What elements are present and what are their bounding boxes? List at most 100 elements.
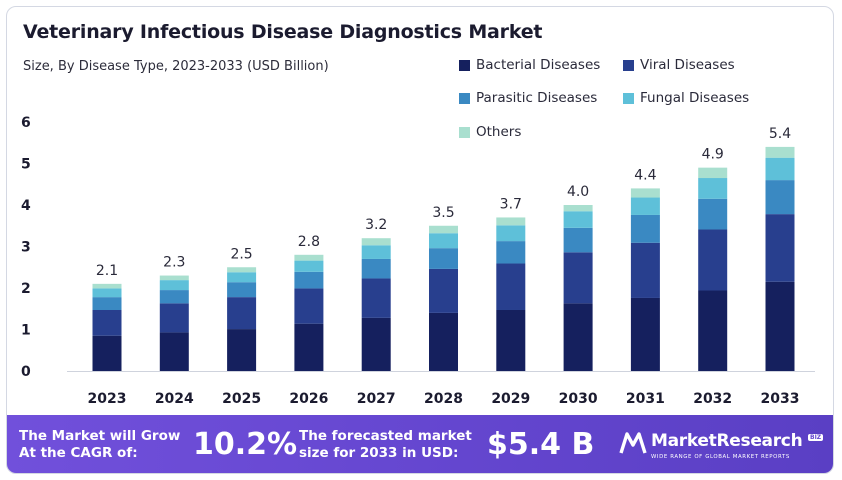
y-tick-label: 3 — [21, 240, 31, 256]
chart-frame: Veterinary Infectious Disease Diagnostic… — [6, 6, 834, 474]
bar-segment-viral — [92, 309, 122, 336]
y-tick-label: 5 — [21, 157, 31, 173]
legend-item-bacterial: Bacterial Diseases — [459, 57, 600, 73]
y-tick-label: 6 — [21, 115, 31, 131]
bar-segment-others — [294, 254, 324, 261]
brand-logo: MarketResearch BIZ WIDE RANGE OF GLOBAL … — [619, 429, 829, 465]
bar-segment-fungal — [496, 225, 526, 242]
bar-segment-parasitic — [361, 258, 391, 279]
bar-segment-viral — [765, 214, 795, 282]
stacked-bar-chart: 0 1 2 3 4 5 6 2.1 2023 2.3 2024 2.5 2025 2.8 2026 3.2 20… — [21, 115, 815, 407]
legend-swatch-parasitic — [459, 92, 470, 104]
bar-segment-viral — [630, 242, 660, 298]
bar-segment-parasitic — [92, 297, 122, 310]
y-tick-label: 4 — [21, 198, 31, 214]
legend-label-parasitic: Parasitic Diseases — [476, 90, 598, 106]
legend-label-others: Others — [476, 124, 522, 140]
bar-segment-others — [630, 188, 660, 198]
bar-segment-bacterial — [227, 329, 257, 371]
y-tick-label: 0 — [21, 364, 31, 380]
bar-segment-bacterial — [698, 290, 728, 371]
x-tick-label: 2024 — [155, 391, 194, 407]
bar-segment-viral — [294, 288, 324, 324]
bar-segment-bacterial — [92, 335, 122, 371]
legend-label-fungal: Fungal Diseases — [640, 90, 750, 106]
bar-segment-others — [159, 275, 189, 281]
bar-total-label: 3.7 — [500, 196, 522, 212]
bar-segment-others — [92, 283, 122, 289]
y-tick-label: 1 — [21, 323, 31, 339]
forecast-label: The forecasted market size for 2033 in U… — [299, 428, 472, 461]
x-tick-label: 2029 — [491, 391, 530, 407]
legend-swatch-others — [459, 126, 470, 138]
bar-segment-viral — [496, 263, 526, 310]
bar-segment-parasitic — [698, 198, 728, 230]
bar-total-label: 2.8 — [298, 234, 320, 250]
logo-tagline: WIDE RANGE OF GLOBAL MARKET REPORTS — [651, 454, 790, 460]
bar-segment-parasitic — [429, 248, 458, 269]
logo-badge: BIZ — [808, 434, 824, 441]
bar-segment-bacterial — [563, 303, 593, 371]
bar-total-label: 3.5 — [432, 205, 454, 221]
chart-subtitle: Size, By Disease Type, 2023-2033 (USD Bi… — [23, 59, 329, 74]
x-tick-label: 2033 — [761, 391, 800, 407]
legend-item-others: Others — [459, 124, 521, 140]
bar-segment-viral — [361, 278, 391, 318]
x-tick-label: 2025 — [222, 391, 261, 407]
bar-segment-fungal — [294, 260, 324, 272]
bar-segment-others — [496, 217, 526, 226]
bar-total-label: 2.1 — [96, 263, 118, 279]
summary-banner: The Market will Grow At the CAGR of: 10.… — [7, 415, 833, 473]
bar-segment-bacterial — [765, 281, 795, 371]
bar-segment-fungal — [698, 178, 728, 199]
bar-segment-fungal — [159, 280, 189, 291]
legend-item-fungal: Fungal Diseases — [623, 90, 749, 106]
legend-swatch-fungal — [623, 92, 634, 104]
bar-total-label: 5.4 — [769, 126, 791, 142]
cagr-label: The Market will Grow At the CAGR of: — [19, 428, 181, 461]
bar-segment-bacterial — [361, 317, 391, 371]
bar-total-label: 4.9 — [702, 147, 724, 163]
legend-item-parasitic: Parasitic Diseases — [459, 90, 597, 106]
forecast-value: $5.4 B — [487, 427, 595, 462]
bar-segment-viral — [429, 268, 458, 313]
legend-label-viral: Viral Diseases — [640, 57, 735, 73]
bar-segment-others — [698, 167, 728, 179]
bar-segment-fungal — [765, 157, 795, 181]
bar-segment-others — [765, 146, 795, 158]
brand-m-icon — [619, 432, 647, 454]
bar-total-label: 4.0 — [567, 184, 589, 200]
bar-segment-parasitic — [496, 241, 526, 264]
bar-segment-fungal — [630, 197, 660, 215]
x-tick-label: 2028 — [424, 391, 463, 407]
bar-segment-viral — [159, 303, 189, 333]
bar-segment-bacterial — [159, 332, 189, 371]
bar-segment-parasitic — [227, 282, 257, 298]
bar-segment-others — [563, 205, 593, 212]
bar-total-label: 3.2 — [365, 217, 387, 233]
bar-total-label: 4.4 — [634, 167, 656, 183]
chart-title: Veterinary Infectious Disease Diagnostic… — [23, 21, 543, 43]
legend-swatch-bacterial — [459, 59, 470, 71]
bar-segment-parasitic — [563, 227, 593, 253]
bar-segment-parasitic — [765, 180, 795, 215]
bar-segment-viral — [698, 229, 728, 291]
legend-item-viral: Viral Diseases — [623, 57, 735, 73]
bar-segment-fungal — [563, 211, 593, 228]
bar-total-label: 2.3 — [163, 255, 185, 271]
x-tick-label: 2030 — [559, 391, 598, 407]
x-tick-label: 2032 — [693, 391, 732, 407]
bar-segment-parasitic — [294, 271, 324, 289]
bar-segment-fungal — [361, 245, 391, 259]
bar-segment-viral — [227, 297, 257, 330]
bar-total-label: 2.5 — [230, 246, 252, 262]
y-tick-label: 2 — [21, 281, 31, 297]
x-tick-label: 2027 — [357, 391, 396, 407]
bar-segment-parasitic — [159, 290, 189, 304]
legend-swatch-viral — [623, 59, 634, 71]
bar-segment-others — [361, 238, 391, 246]
bar-segment-bacterial — [496, 309, 526, 371]
bar-segment-others — [227, 267, 257, 273]
bar-segment-fungal — [429, 233, 458, 249]
x-tick-label: 2023 — [88, 391, 127, 407]
